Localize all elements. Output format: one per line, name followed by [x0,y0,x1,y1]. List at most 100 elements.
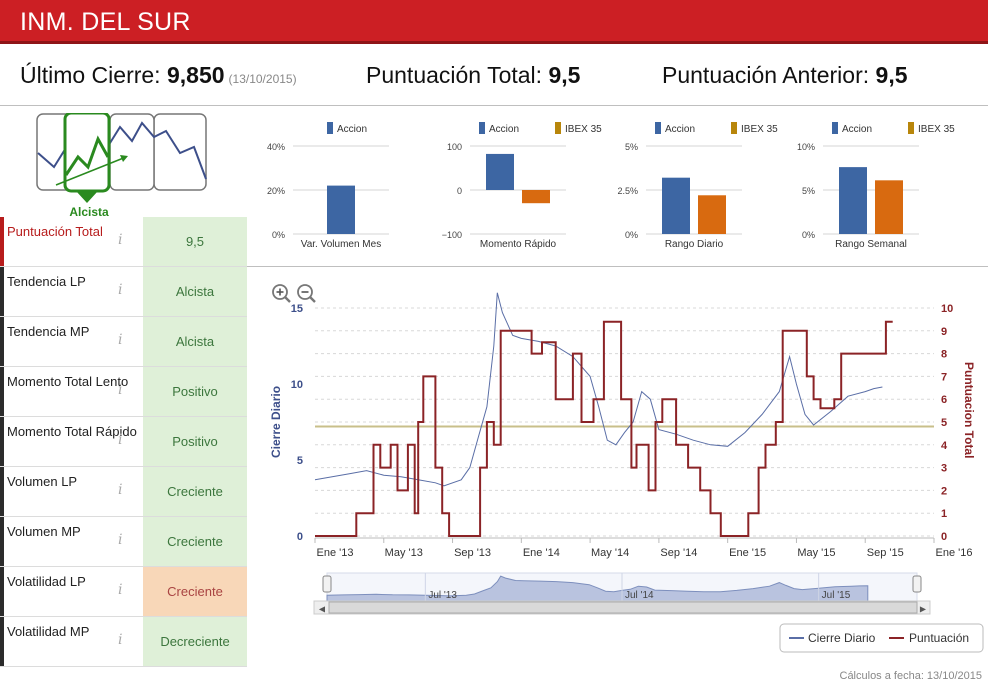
y-right-axis-title: Puntuacion Total [962,362,976,458]
bar-ibex [698,195,726,234]
mini-chart-title: Var. Volumen Mes [301,239,381,250]
company-title: INM. DEL SUR [20,8,191,36]
y-right-tick-label: 6 [941,394,947,406]
bar-accion [839,167,867,234]
mini-chart-title: Rango Semanal [835,239,907,250]
indicator-label: Tendencia LP [0,267,143,316]
title-bar: INM. DEL SUR [0,0,988,44]
indicator-value: Creciente [143,517,247,566]
legend-label: Accion [489,124,519,135]
x-tick-label: Ene '15 [729,547,766,559]
x-tick-label: Ene '16 [936,547,973,559]
y-tick-label: 2.5% [617,186,638,196]
x-tick-label: Sep '13 [454,547,491,559]
legend-swatch [327,122,333,134]
legend-score-label[interactable]: Puntuación [909,631,969,645]
y-left-tick-label: 15 [291,303,303,315]
y-left-axis-title: Cierre Diario [269,386,283,458]
y-right-tick-label: 7 [941,371,947,383]
indicator-row: Volatilidad MP i Decreciente [0,617,247,667]
x-tick-label: May '15 [797,547,835,559]
y-left-tick-label: 10 [291,379,303,391]
navigator-scrollbar[interactable]: ◀ ▶ [313,600,931,615]
info-icon[interactable]: i [118,382,123,398]
info-icon[interactable]: i [118,632,123,648]
legend-label: Accion [665,124,695,135]
indicator-row: Volumen LP i Creciente [0,467,247,517]
main-chart-legend[interactable]: Cierre Diario Puntuación [779,623,984,653]
mini-chart: Accion IBEX 35 100 0 −100 Momento Rápido [442,122,602,250]
scroll-left-icon[interactable]: ◀ [319,605,326,614]
x-tick-label: Ene '14 [523,547,560,559]
info-icon[interactable]: i [118,282,123,298]
y-right-tick-label: 3 [941,463,947,475]
y-tick-label: 0% [272,230,285,240]
x-tick-label: Sep '15 [867,547,904,559]
navigator-handle-right[interactable] [912,575,922,593]
last-close-date: (13/10/2015) [228,72,297,86]
total-score: Puntuación Total: 9,5 [366,62,580,89]
previous-score: Puntuación Anterior: 9,5 [662,62,908,89]
navigator-area [326,575,869,602]
indicator-value: Decreciente [143,617,247,666]
indicator-row: Momento Total Lento i Positivo [0,367,247,417]
score-series-line [315,320,893,537]
indicator-value: 9,5 [143,217,247,266]
info-icon[interactable]: i [118,532,123,548]
zoom-out-icon[interactable] [297,284,316,303]
y-right-tick-label: 5 [941,417,947,429]
indicator-list: Puntuación Total i 9,5 Tendencia LP i Alcista… [0,217,247,667]
mini-chart: Accion 40% 20% 0% Var. Volumen Mes [267,122,389,250]
chart-navigator[interactable]: Jul '13 Jul '14 Jul '15 [322,572,922,602]
indicator-row: Tendencia LP i Alcista [0,267,247,317]
info-icon[interactable]: i [118,432,123,448]
y-right-tick-label: 10 [941,303,953,315]
info-icon[interactable]: i [118,482,123,498]
zoom-in-icon[interactable] [272,284,291,303]
y-right-tick-label: 8 [941,349,947,361]
indicator-panel: Alcista Puntuación Total i 9,5 Tendencia LP… [0,107,247,667]
indicator-label: Volumen MP [0,517,143,566]
summary-bar: Último Cierre: 9,850 (13/10/2015) Puntuac… [0,50,988,106]
mini-chart-area: Accion 40% 20% 0% Var. Volumen Mes Accion IBEX… [267,122,955,250]
x-tick-label: Sep '14 [660,547,697,559]
mini-chart: Accion IBEX 35 5% 2.5% 0% Rango Diario [617,122,778,250]
y-tick-label: 20% [267,186,285,196]
indicator-value: Alcista [143,317,247,366]
legend-swatch [908,122,914,134]
mini-chart: Accion IBEX 35 10% 5% 0% Rango Semanal [797,122,955,250]
info-icon[interactable]: i [118,332,123,348]
navigator-label: Jul '13 [428,590,457,601]
info-icon[interactable]: i [118,582,123,598]
y-left-tick-label: 0 [297,531,303,543]
previous-score-label: Puntuación Anterior: [662,62,870,88]
legend-swatch [832,122,838,134]
x-tick-label: May '13 [385,547,423,559]
y-right-tick-label: 2 [941,485,947,497]
indicator-value: Positivo [143,367,247,416]
total-score-value: 9,5 [548,62,581,88]
y-tick-label: 0 [457,186,462,196]
y-right-tick-label: 0 [941,531,947,543]
indicator-row: Volatilidad LP i Creciente [0,567,247,617]
navigator-label: Jul '15 [822,590,851,601]
indicator-value: Alcista [143,267,247,316]
legend-box [779,623,984,653]
legend-label: IBEX 35 [918,124,955,135]
y-tick-label: 10% [797,142,815,152]
legend-swatch [655,122,661,134]
legend-close-label[interactable]: Cierre Diario [808,631,876,645]
indicator-value: Creciente [143,567,247,616]
y-tick-label: 0% [625,230,638,240]
info-icon[interactable]: i [118,232,123,248]
trend-label: Alcista [69,205,109,218]
bar-ibex [875,180,903,234]
bar-accion [662,177,690,234]
y-left-tick-label: 5 [297,455,303,467]
scrollbar-thumb[interactable] [328,601,918,614]
y-tick-label: −100 [442,230,462,240]
close-series-line [314,292,883,487]
y-tick-label: 5% [625,142,638,152]
scroll-right-icon[interactable]: ▶ [920,605,927,614]
navigator-handle-left[interactable] [322,575,332,593]
